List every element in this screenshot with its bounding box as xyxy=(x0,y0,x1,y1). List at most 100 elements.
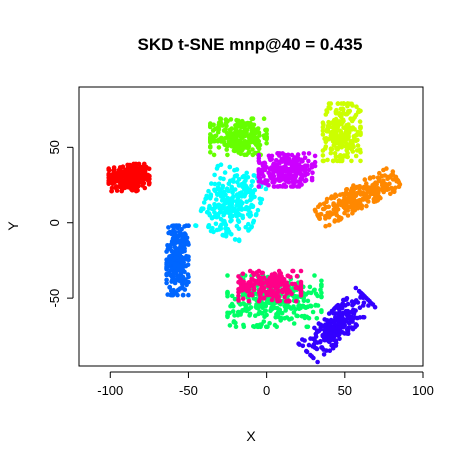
data-point xyxy=(358,190,364,195)
data-point xyxy=(114,188,120,193)
data-point xyxy=(249,183,254,189)
data-point xyxy=(251,173,257,178)
data-point xyxy=(345,213,351,218)
data-point xyxy=(212,172,217,178)
data-point xyxy=(345,150,350,156)
data-point xyxy=(293,285,299,291)
data-point xyxy=(277,178,283,183)
data-point xyxy=(248,212,254,218)
data-point xyxy=(164,277,169,283)
data-point xyxy=(334,121,339,126)
data-point xyxy=(243,178,248,183)
data-point xyxy=(255,207,261,213)
data-point xyxy=(310,163,316,169)
data-point xyxy=(331,142,337,148)
data-point xyxy=(274,158,279,163)
data-point xyxy=(171,223,176,228)
data-points xyxy=(106,101,403,365)
data-point xyxy=(357,305,363,311)
data-point xyxy=(263,178,268,183)
data-point xyxy=(288,184,294,189)
data-point xyxy=(365,297,371,303)
data-point xyxy=(270,178,276,184)
data-point xyxy=(111,172,116,178)
data-point xyxy=(319,294,324,300)
data-point xyxy=(344,297,349,302)
data-point xyxy=(275,151,281,156)
data-point xyxy=(241,173,247,179)
data-point xyxy=(275,290,280,296)
data-point xyxy=(208,192,214,197)
data-point xyxy=(169,288,174,294)
data-point xyxy=(335,101,341,106)
data-point xyxy=(176,275,181,281)
data-point xyxy=(345,301,351,307)
data-point xyxy=(310,344,316,349)
data-point xyxy=(214,166,220,171)
data-point xyxy=(260,310,265,316)
data-point xyxy=(146,182,152,187)
data-point xyxy=(230,190,235,195)
data-point xyxy=(361,315,367,320)
data-point xyxy=(331,325,336,331)
data-point xyxy=(240,271,246,277)
data-point xyxy=(261,116,267,121)
data-point xyxy=(260,163,266,168)
data-point xyxy=(246,121,251,127)
data-point xyxy=(231,304,236,309)
data-point xyxy=(261,296,267,301)
data-point xyxy=(284,280,290,286)
data-point xyxy=(134,172,140,177)
data-point xyxy=(291,321,297,326)
data-point xyxy=(241,285,247,290)
data-point xyxy=(345,101,350,106)
data-point xyxy=(312,207,318,213)
data-point xyxy=(357,119,363,124)
data-point xyxy=(243,224,248,230)
data-point xyxy=(245,175,251,180)
data-point xyxy=(295,156,301,161)
data-point xyxy=(210,206,215,212)
data-point xyxy=(349,202,355,207)
data-point xyxy=(185,240,191,245)
data-point xyxy=(216,211,221,217)
data-point xyxy=(286,298,291,304)
data-point xyxy=(298,268,304,274)
data-point xyxy=(327,348,333,354)
data-point xyxy=(349,158,354,164)
data-point xyxy=(357,185,363,191)
data-point xyxy=(296,341,301,347)
data-point xyxy=(324,348,329,353)
data-point xyxy=(258,200,263,206)
data-point xyxy=(389,185,394,191)
data-point xyxy=(357,315,363,320)
data-point xyxy=(338,202,344,208)
data-point xyxy=(232,313,237,318)
data-point xyxy=(246,287,252,293)
data-point xyxy=(250,276,255,282)
data-point xyxy=(326,338,332,344)
data-point xyxy=(212,181,218,187)
data-point xyxy=(308,352,313,358)
data-point xyxy=(300,343,306,349)
data-point xyxy=(244,199,249,205)
plot-frame xyxy=(78,86,424,367)
data-point xyxy=(249,292,255,298)
data-point xyxy=(343,206,348,212)
data-point xyxy=(225,273,230,278)
data-point xyxy=(351,183,356,188)
data-point xyxy=(140,183,145,188)
data-point xyxy=(175,292,180,298)
data-point xyxy=(116,168,121,173)
data-point xyxy=(275,312,281,317)
data-point xyxy=(290,268,296,274)
data-point xyxy=(297,303,302,308)
data-point xyxy=(279,282,284,287)
data-point xyxy=(339,119,345,124)
data-point xyxy=(375,175,381,180)
data-point xyxy=(321,352,327,357)
data-point xyxy=(358,125,363,130)
data-point xyxy=(294,273,300,279)
data-point xyxy=(221,176,226,182)
